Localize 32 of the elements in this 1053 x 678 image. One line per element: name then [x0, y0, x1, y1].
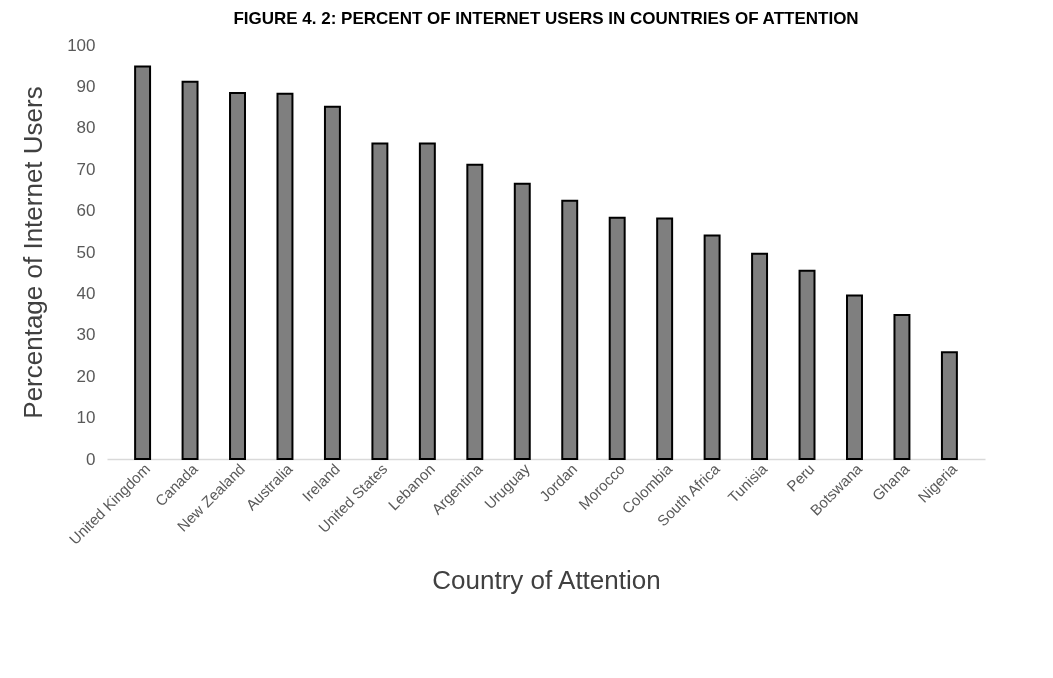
bar: [466, 163, 484, 460]
y-tick-label: 0: [86, 449, 96, 469]
bar: [229, 92, 246, 460]
bar: [371, 142, 389, 460]
y-tick-label: 50: [76, 242, 96, 262]
x-axis-title: Country of Attention: [432, 564, 661, 595]
y-tick-label: 40: [76, 283, 96, 303]
bar: [703, 234, 721, 460]
y-tick-label: 20: [76, 366, 96, 386]
bar: [940, 351, 958, 460]
bar: [418, 142, 436, 460]
bar: [846, 294, 863, 460]
bar: [276, 92, 294, 460]
y-tick-label: 90: [76, 76, 96, 96]
y-tick-label: 10: [76, 408, 96, 428]
bar: [513, 182, 531, 460]
y-tick-label: 100: [67, 35, 96, 55]
chart-title: FIGURE 4. 2: PERCENT OF INTERNET USERS IN COUNTRIES OF ATTENTION: [233, 9, 859, 28]
bar: [181, 80, 199, 460]
y-tick-label: 80: [76, 118, 96, 138]
y-tick-label: 60: [76, 201, 96, 221]
bar: [798, 269, 816, 460]
bar: [893, 313, 911, 460]
bar: [134, 65, 152, 460]
bar: [323, 105, 341, 460]
y-tick-label: 70: [76, 159, 96, 179]
y-axis-title: Percentage of Internet Users: [18, 86, 49, 419]
y-tick-label: 30: [76, 325, 96, 345]
bar: [751, 252, 769, 460]
bar: [608, 216, 626, 460]
bar: [561, 199, 579, 460]
bar: [656, 217, 674, 460]
